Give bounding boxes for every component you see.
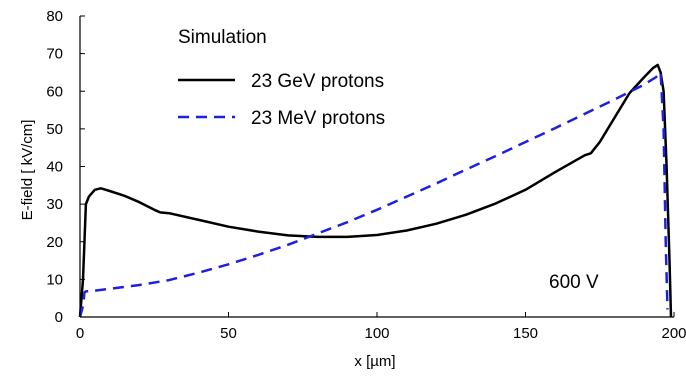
x-tick-label: 150	[513, 325, 538, 342]
y-axis-title: E-field [ kV/cm]	[19, 120, 36, 221]
y-tick-label: 20	[46, 234, 63, 251]
legend-label-gev: 23 GeV protons	[251, 71, 384, 92]
ticks-layer: 0 10 20 30 40 50 60 70 80 0 50 100 150 200	[46, 8, 686, 342]
y-tick-label: 50	[46, 121, 63, 138]
voltage-annotation: 600 V	[549, 272, 599, 293]
series-line-23mev	[78, 71, 669, 318]
y-tick-label: 10	[46, 271, 63, 288]
x-tick-label: 100	[364, 325, 389, 342]
legend: Simulation 23 GeV protons 23 MeV protons	[178, 27, 385, 129]
series-line-23gev	[78, 63, 673, 318]
y-tick-label: 60	[46, 83, 63, 100]
y-tick-label: 40	[46, 159, 63, 176]
y-tick-label: 30	[46, 196, 63, 213]
x-tick-label: 50	[220, 325, 237, 342]
legend-label-mev: 23 MeV protons	[251, 108, 385, 129]
x-tick-label: 0	[76, 325, 84, 342]
y-tick-label: 0	[55, 309, 63, 326]
series-layer	[78, 63, 673, 318]
y-tick-label: 70	[46, 46, 63, 63]
x-tick-label: 200	[661, 325, 686, 342]
x-axis-title: x [µm]	[354, 353, 395, 370]
y-tick-label: 80	[46, 8, 63, 25]
legend-title: Simulation	[178, 27, 267, 48]
